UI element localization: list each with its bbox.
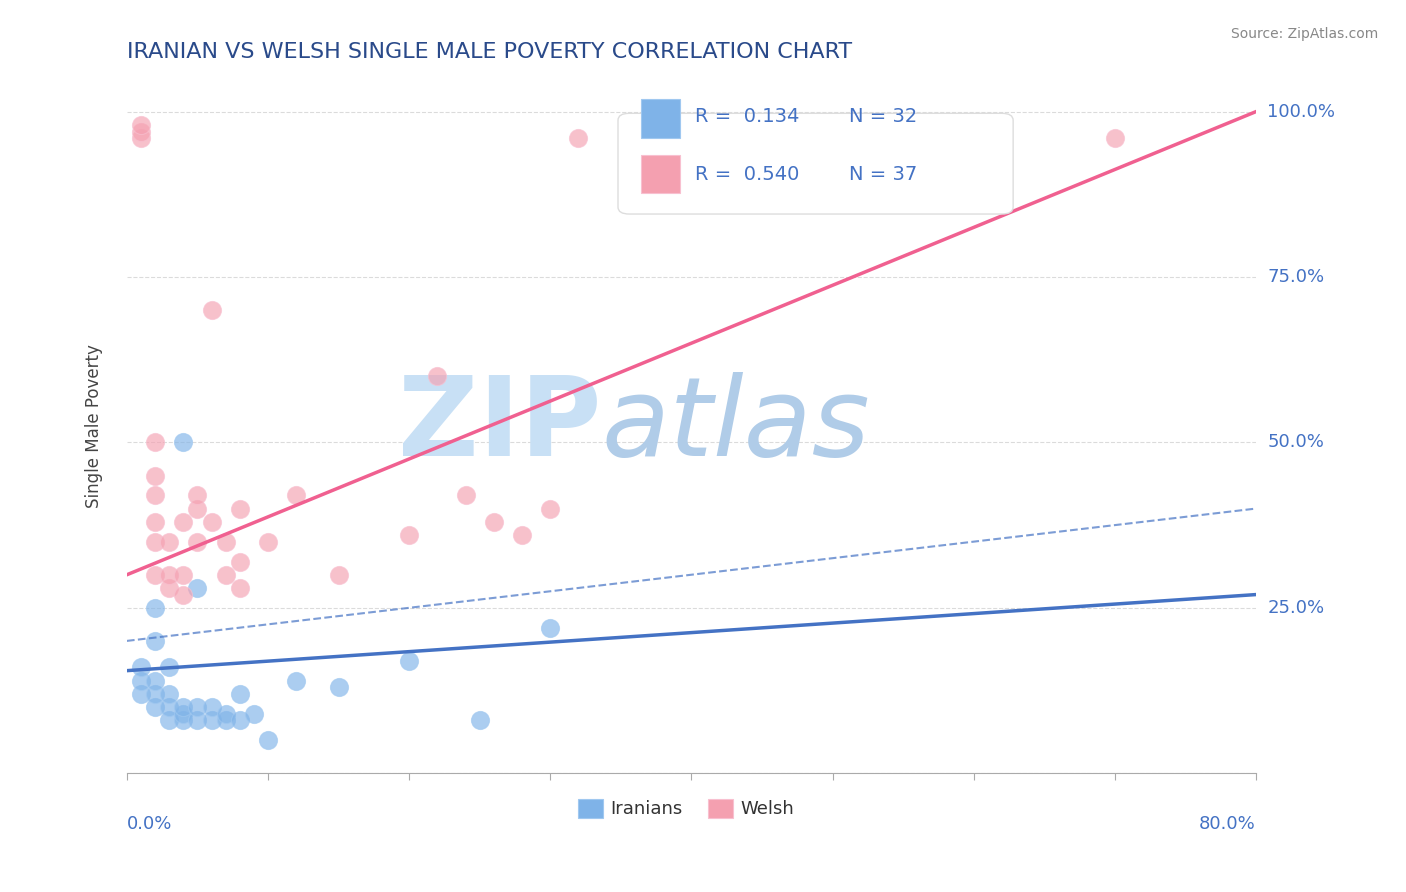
Text: 50.0%: 50.0% xyxy=(1267,434,1324,451)
Text: R =  0.134: R = 0.134 xyxy=(695,107,799,127)
FancyBboxPatch shape xyxy=(619,113,1014,214)
Bar xyxy=(641,99,681,137)
Bar xyxy=(578,799,603,818)
Text: atlas: atlas xyxy=(602,372,870,479)
Text: 100.0%: 100.0% xyxy=(1267,103,1336,120)
Text: N = 32: N = 32 xyxy=(849,107,918,127)
Text: N = 37: N = 37 xyxy=(849,165,918,184)
Y-axis label: Single Male Poverty: Single Male Poverty xyxy=(86,344,103,508)
Text: 25.0%: 25.0% xyxy=(1267,599,1324,616)
Text: IRANIAN VS WELSH SINGLE MALE POVERTY CORRELATION CHART: IRANIAN VS WELSH SINGLE MALE POVERTY COR… xyxy=(127,42,852,62)
Text: Welsh: Welsh xyxy=(740,799,793,818)
Text: Source: ZipAtlas.com: Source: ZipAtlas.com xyxy=(1230,27,1378,41)
Bar xyxy=(641,155,681,194)
Text: ZIP: ZIP xyxy=(398,372,602,479)
Text: Iranians: Iranians xyxy=(610,799,682,818)
Text: 80.0%: 80.0% xyxy=(1199,815,1256,833)
Text: 75.0%: 75.0% xyxy=(1267,268,1324,286)
Text: 0.0%: 0.0% xyxy=(127,815,173,833)
Text: R =  0.540: R = 0.540 xyxy=(695,165,799,184)
Bar xyxy=(709,799,733,818)
